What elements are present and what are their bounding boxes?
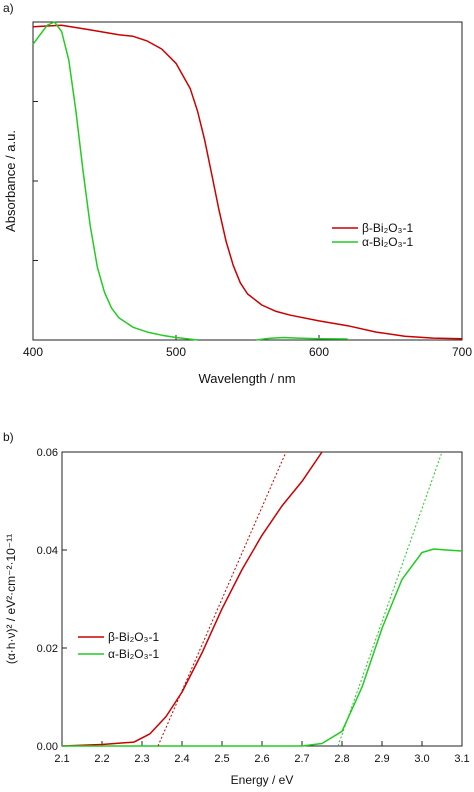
panel-b-series xyxy=(61,451,463,747)
x-tick-label: 3.0 xyxy=(414,753,429,765)
tangent-fit-line xyxy=(157,451,287,747)
panel-b-y-axis-label: (α·h·ν)² / eV²·cm⁻²·10⁻¹¹ xyxy=(4,534,18,664)
panel-b-legend-label-2: α-Bi₂O₃-1 xyxy=(108,647,159,661)
panel-a-label: a) xyxy=(3,1,14,15)
x-tick-label: 2.7 xyxy=(294,753,309,765)
panel-b-legend: β-Bi₂O₃-1 α-Bi₂O₃-1 xyxy=(78,630,159,661)
y-tick-label: 0.02 xyxy=(37,643,58,655)
x-tick-label: 2.6 xyxy=(254,753,269,765)
x-tick-label: 700 xyxy=(452,345,472,359)
series-line xyxy=(256,336,348,341)
x-tick-label: 2.1 xyxy=(54,753,69,765)
y-tick-label: 0.04 xyxy=(37,545,58,557)
y-tick-label: 0.00 xyxy=(37,741,58,753)
panel-b-y-ticks: 0.00 0.02 0.04 0.06 xyxy=(37,447,67,753)
x-tick-label: 500 xyxy=(166,345,186,359)
x-tick-label: 400 xyxy=(23,345,43,359)
series-line xyxy=(61,451,323,747)
series-line xyxy=(32,24,463,340)
series-line xyxy=(32,21,198,341)
panel-a-x-axis-label: Wavelength / nm xyxy=(198,371,295,386)
y-tick-label: 0.06 xyxy=(37,447,58,459)
panel-a-legend: β-Bi₂O₃-1 α-Bi₂O₃-1 xyxy=(332,221,413,249)
panel-a: a) 400 500 600 700 Wavelength / nm Absorban… xyxy=(3,1,472,386)
panel-b: b) 2.1 2.2 2.3 2.4 2.5 2.6 2.7 2.8 2.9 3.0 3.1 0.0… xyxy=(3,430,470,787)
panel-b-legend-label-1: β-Bi₂O₃-1 xyxy=(108,630,159,644)
x-tick-label: 600 xyxy=(309,345,329,359)
panel-a-series xyxy=(32,21,463,341)
panel-a-legend-label-2: α-Bi₂O₃-1 xyxy=(362,235,413,249)
panel-a-y-axis-label: Absorbance / a.u. xyxy=(3,130,18,232)
series-line xyxy=(62,548,463,747)
x-tick-label: 2.2 xyxy=(94,753,109,765)
panel-a-legend-label-1: β-Bi₂O₃-1 xyxy=(362,221,413,235)
x-tick-label: 2.4 xyxy=(174,753,189,765)
x-tick-label: 3.1 xyxy=(454,753,469,765)
x-tick-label: 2.9 xyxy=(374,753,389,765)
panel-a-x-ticks: 400 500 600 700 xyxy=(23,335,472,359)
x-tick-label: 2.5 xyxy=(214,753,229,765)
panel-a-y-ticks xyxy=(33,101,38,261)
x-tick-label: 2.8 xyxy=(334,753,349,765)
x-tick-label: 2.3 xyxy=(134,753,149,765)
panel-b-x-ticks: 2.1 2.2 2.3 2.4 2.5 2.6 2.7 2.8 2.9 3.0 3.1 xyxy=(54,741,470,765)
panel-b-x-axis-label: Energy / eV xyxy=(231,773,294,787)
panel-b-label: b) xyxy=(3,430,14,444)
